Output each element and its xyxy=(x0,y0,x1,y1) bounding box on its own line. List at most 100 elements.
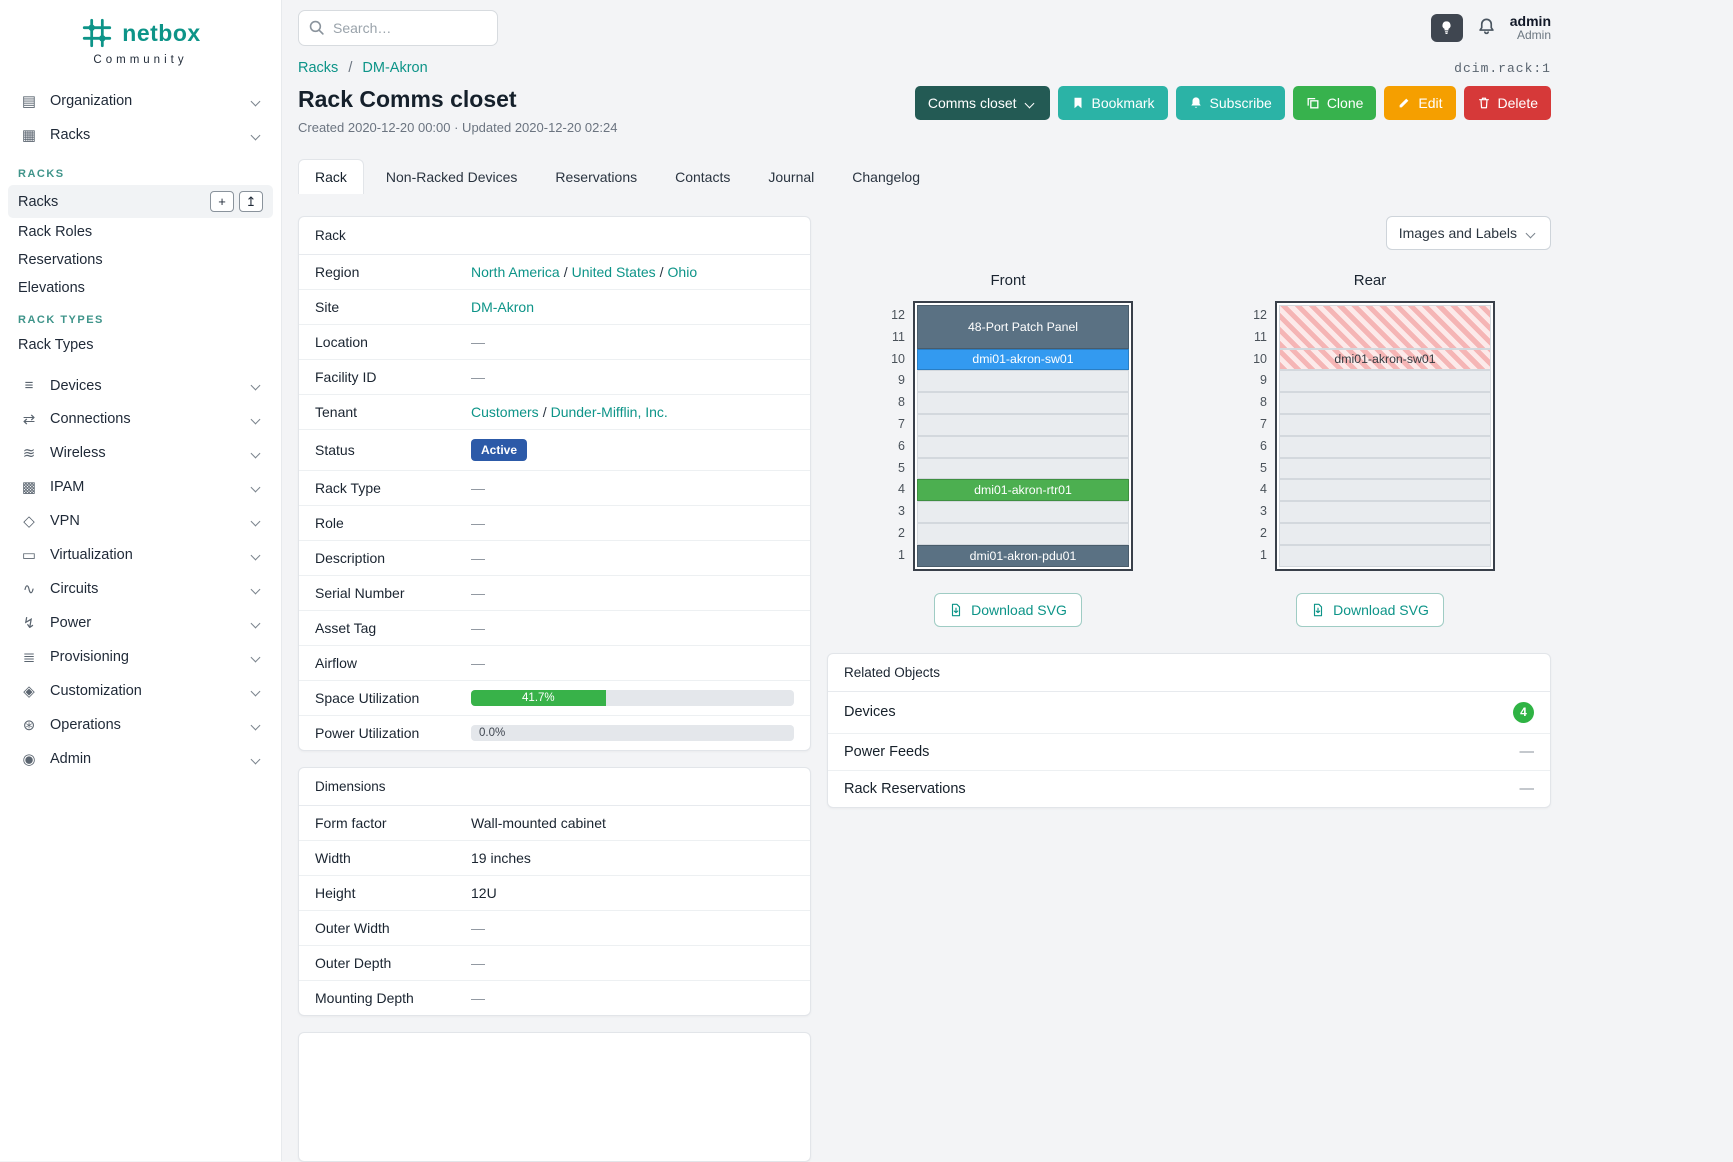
brand[interactable]: netbox Community xyxy=(0,10,281,76)
topbar: admin Admin xyxy=(298,0,1551,56)
region-link[interactable]: North America xyxy=(471,264,560,280)
unit-numbers: 12 11 10 9 8 7 6 5 4 3 2 1 xyxy=(1253,308,1267,562)
chevron-down-icon xyxy=(250,516,261,526)
tab-changelog[interactable]: Changelog xyxy=(852,169,921,185)
empty-slot-u1[interactable] xyxy=(1279,544,1491,567)
download-svg-rear-button[interactable]: Download SVG xyxy=(1296,592,1444,627)
object-reference: dcim.rack:1 xyxy=(1454,60,1551,76)
site-link[interactable]: DM-Akron xyxy=(471,299,535,315)
empty-slot-u6[interactable] xyxy=(1279,435,1491,458)
empty-slot-u4[interactable] xyxy=(1279,479,1491,502)
import-racks-button[interactable]: ↥ xyxy=(239,191,263,212)
sidebar-item-operations[interactable]: ⊛ Operations xyxy=(8,708,273,742)
notifications-button[interactable] xyxy=(1477,17,1496,39)
table-row: Width 19 inches xyxy=(299,841,810,876)
empty-slot-u2[interactable] xyxy=(1279,522,1491,545)
empty-slot-u9[interactable] xyxy=(917,370,1129,393)
tab-rack[interactable]: Rack xyxy=(298,159,364,194)
region-link[interactable]: United States xyxy=(571,264,656,280)
table-row: Power Utilization 0.0% xyxy=(299,716,810,751)
clone-button[interactable]: Clone xyxy=(1292,86,1377,120)
tenant-group-link[interactable]: Customers xyxy=(471,404,539,420)
breadcrumb-racks-link[interactable]: Racks xyxy=(298,60,339,76)
empty-slot-u6[interactable] xyxy=(917,435,1129,458)
empty-slot-u5[interactable] xyxy=(1279,457,1491,480)
sidebar-item-devices[interactable]: ≡ Devices xyxy=(8,369,273,402)
table-row: Tenant Customers / Dunder-Mifflin, Inc. xyxy=(299,395,810,430)
device-slot-pdu01[interactable]: dmi01-akron-pdu01 xyxy=(917,544,1129,567)
sidebar-item-admin[interactable]: ◉ Admin xyxy=(8,742,273,776)
sidebar-item-rack-roles[interactable]: Rack Roles xyxy=(18,224,93,240)
context-dropdown-button[interactable]: Comms closet xyxy=(914,86,1050,120)
region-link[interactable]: Ohio xyxy=(667,264,698,280)
chevron-down-icon xyxy=(250,686,261,696)
user-menu[interactable]: admin Admin xyxy=(1510,13,1551,43)
search-input[interactable] xyxy=(298,10,498,46)
empty-slot-u2[interactable] xyxy=(917,522,1129,545)
bell-icon xyxy=(1479,18,1494,35)
wifi-icon: ≋ xyxy=(22,445,36,462)
subscribe-button[interactable]: Subscribe xyxy=(1175,86,1285,120)
rack-card: Rack Region North America / United States /… xyxy=(298,216,811,751)
sidebar-item-vpn[interactable]: ◇ VPN xyxy=(8,504,273,538)
add-rack-button[interactable]: + xyxy=(210,191,234,212)
plus-icon: + xyxy=(218,193,226,209)
sidebar-item-provisioning[interactable]: ≣ Provisioning xyxy=(8,640,273,674)
trash-icon xyxy=(1478,97,1489,109)
sidebar-item-racks[interactable]: ▦ Racks xyxy=(8,118,273,152)
tab-reservations[interactable]: Reservations xyxy=(555,169,638,185)
sidebar-item-virtualization[interactable]: ▭ Virtualization xyxy=(8,538,273,572)
empty-slot-u9[interactable] xyxy=(1279,370,1491,393)
empty-slot-u8[interactable] xyxy=(917,392,1129,414)
bookmark-button[interactable]: Bookmark xyxy=(1057,86,1168,120)
table-row: Space Utilization 41.7% xyxy=(299,681,810,716)
table-row: Serial Number — xyxy=(299,576,810,611)
sidebar-item-connections[interactable]: ⇄ Connections xyxy=(8,402,273,436)
sidebar-item-ipam[interactable]: ▩ IPAM xyxy=(8,470,273,504)
sidebar-item-customization[interactable]: ◈ Customization xyxy=(8,674,273,708)
sidebar-item-organization[interactable]: ▤ Organization xyxy=(8,84,273,118)
action-buttons: Comms closet Bookmark Subscribe Clone xyxy=(914,86,1551,120)
sidebar-item-reservations[interactable]: Reservations xyxy=(18,252,103,268)
sidebar-item-circuits[interactable]: ∿ Circuits xyxy=(8,572,273,606)
dimensions-card: Dimensions Form factor Wall-mounted cabi… xyxy=(298,767,811,1016)
sidebar-item-rack-types[interactable]: Rack Types xyxy=(18,337,94,353)
brand-subtitle: Community xyxy=(93,54,188,66)
empty-slot-u3[interactable] xyxy=(1279,501,1491,523)
device-slot-sw01-rear[interactable]: dmi01-akron-sw01 xyxy=(1279,348,1491,371)
device-slot-patch-panel[interactable]: 48-Port Patch Panel xyxy=(917,305,1129,349)
delete-button[interactable]: Delete xyxy=(1463,86,1551,120)
empty-slot-u7[interactable] xyxy=(917,413,1129,436)
sidebar-nav: ▤ Organization ▦ Racks RACKS Racks + ↥ xyxy=(0,76,281,776)
tenant-link[interactable]: Dunder-Mifflin, Inc. xyxy=(550,404,668,420)
sidebar-item-elevations[interactable]: Elevations xyxy=(18,280,85,296)
theme-toggle-button[interactable] xyxy=(1430,13,1463,42)
images-labels-dropdown[interactable]: Images and Labels xyxy=(1385,216,1551,250)
space-utilization-value: 41.7% xyxy=(522,692,555,704)
space-utilization-bar: 41.7% xyxy=(471,690,794,706)
device-slot-patch-panel-rear[interactable] xyxy=(1279,305,1491,349)
table-row: Role — xyxy=(299,506,810,541)
device-slot-sw01[interactable]: dmi01-akron-sw01 xyxy=(917,348,1129,371)
vpn-icon: ◇ xyxy=(23,513,35,530)
tab-journal[interactable]: Journal xyxy=(768,169,815,185)
customization-icon: ◈ xyxy=(23,683,35,700)
rack-elevations: Front 12 11 10 9 8 7 6 5 4 3 2 1 48-Port Patch Pane… xyxy=(827,258,1551,627)
empty-slot-u8[interactable] xyxy=(1279,392,1491,414)
chevron-down-icon xyxy=(250,754,261,764)
empty-slot-u7[interactable] xyxy=(1279,413,1491,436)
building-icon: ▤ xyxy=(21,93,37,110)
device-slot-rtr01[interactable]: dmi01-akron-rtr01 xyxy=(917,479,1129,502)
edit-button[interactable]: Edit xyxy=(1384,86,1456,120)
sidebar-item-power[interactable]: ↯ Power xyxy=(8,606,273,640)
sidebar-item-racks-list[interactable]: Racks + ↥ xyxy=(8,185,273,218)
related-devices-link[interactable]: Devices xyxy=(844,704,896,721)
empty-slot-u5[interactable] xyxy=(917,457,1129,480)
empty-slot-u3[interactable] xyxy=(917,501,1129,523)
tab-contacts[interactable]: Contacts xyxy=(675,169,731,185)
sidebar-item-wireless[interactable]: ≋ Wireless xyxy=(8,436,273,470)
tab-non-racked-devices[interactable]: Non-Racked Devices xyxy=(385,169,518,185)
breadcrumb-site-link[interactable]: DM-Akron xyxy=(362,60,428,76)
download-svg-front-button[interactable]: Download SVG xyxy=(934,592,1082,627)
chevron-down-icon xyxy=(250,550,261,560)
